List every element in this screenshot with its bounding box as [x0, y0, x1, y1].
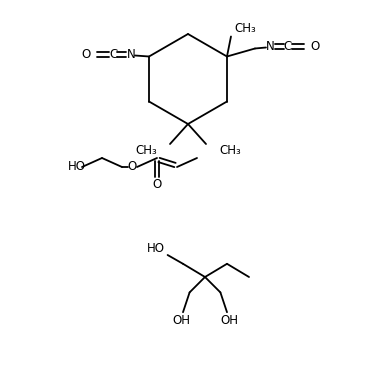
Text: HO: HO: [147, 241, 165, 255]
Text: C: C: [284, 40, 292, 53]
Text: O: O: [152, 178, 162, 192]
Text: O: O: [128, 161, 137, 173]
Text: OH: OH: [172, 314, 190, 327]
Text: OH: OH: [220, 314, 238, 327]
Text: CH₃: CH₃: [234, 22, 256, 35]
Text: N: N: [265, 40, 274, 53]
Text: HO: HO: [68, 161, 86, 173]
Text: O: O: [310, 40, 319, 53]
Text: O: O: [82, 48, 91, 61]
Text: CH₃: CH₃: [135, 144, 157, 156]
Text: C: C: [109, 48, 117, 61]
Text: N: N: [127, 48, 136, 61]
Text: CH₃: CH₃: [219, 144, 241, 156]
